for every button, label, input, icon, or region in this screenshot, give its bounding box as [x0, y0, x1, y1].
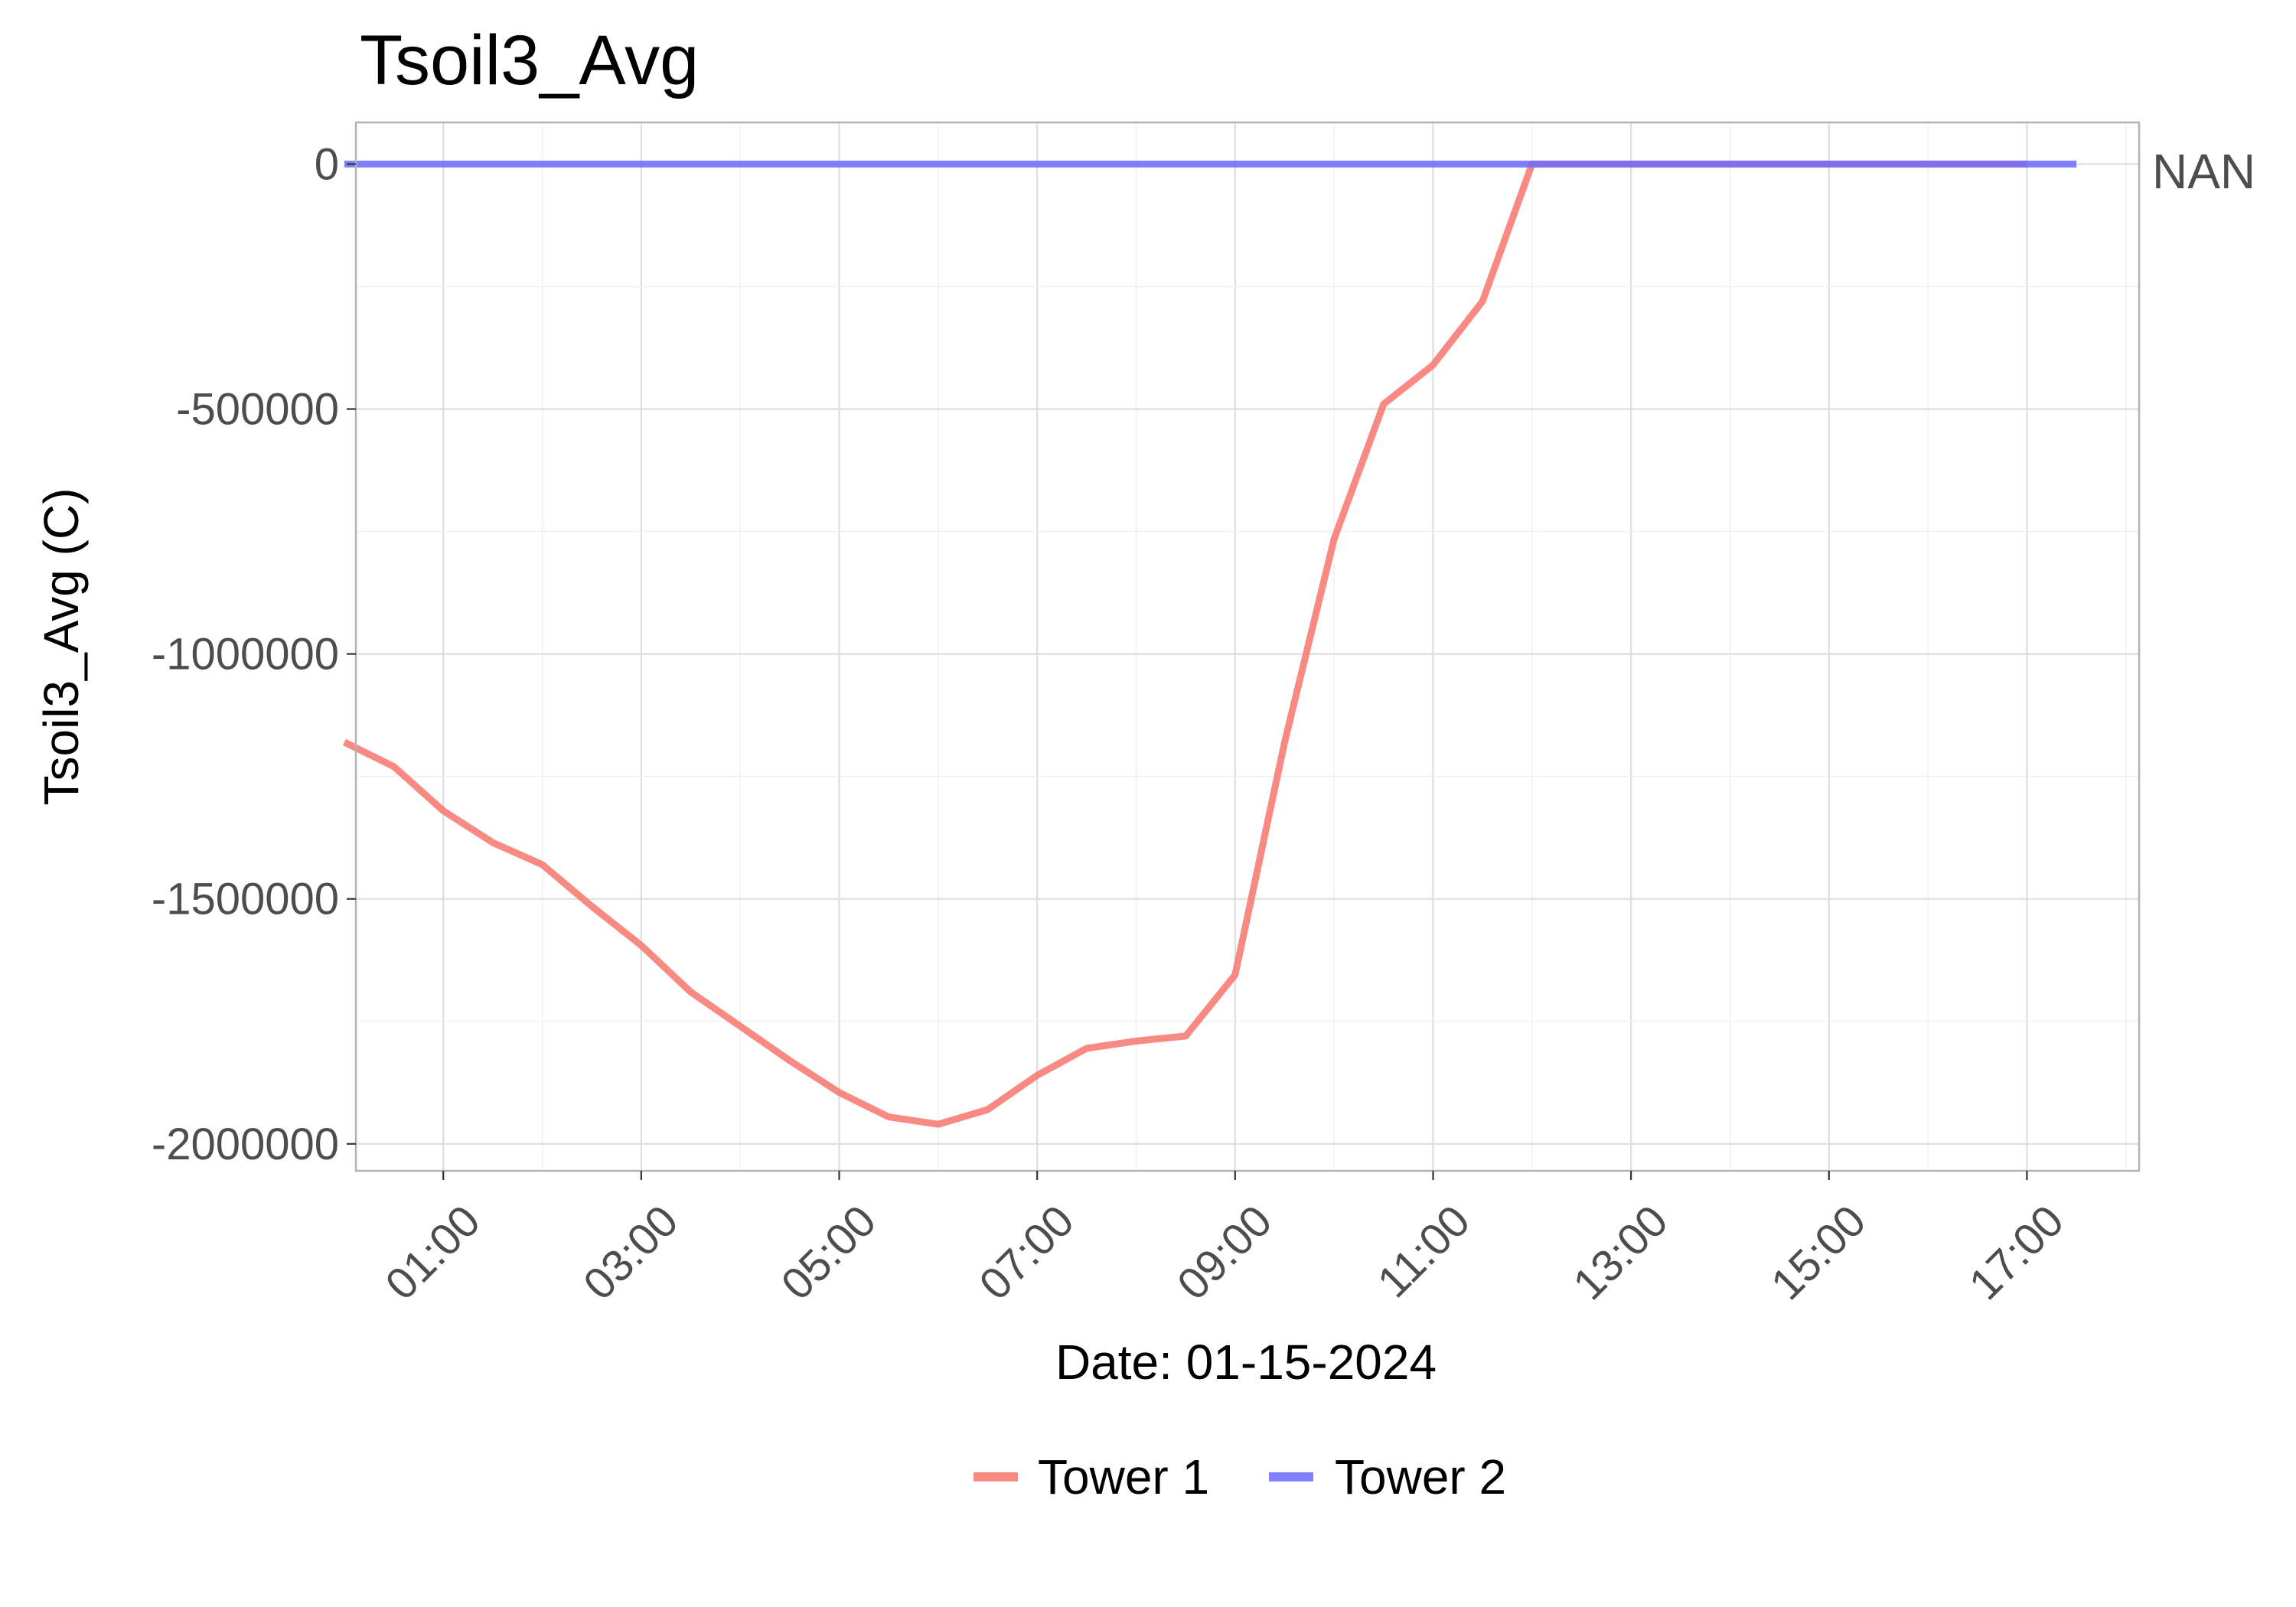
x-tick-label: 05:00: [772, 1196, 886, 1310]
x-tick-label: 09:00: [1168, 1196, 1282, 1310]
x-tick-label: 17:00: [1959, 1196, 2073, 1310]
y-tick-label: -1000000: [152, 630, 339, 680]
secondary-axis-label: NAN: [2152, 144, 2255, 199]
series-line-tower-1: [342, 160, 2027, 1128]
y-axis-ticks: 0 -500000 -1000000 -1500000 -2000000: [152, 139, 356, 1169]
x-tick-label: 03:00: [574, 1196, 688, 1310]
series-lines: [342, 160, 2077, 1128]
y-tick-label: -500000: [176, 385, 339, 435]
plot-panel-border: [354, 121, 2141, 1172]
y-tick-label: -1500000: [152, 875, 339, 924]
y-tick-label: -2000000: [152, 1120, 339, 1169]
x-tick-label: 11:00: [1368, 1196, 1480, 1308]
legend-label-tower-1: Tower 1: [1038, 1449, 1209, 1504]
x-tick-label: 01:00: [376, 1196, 490, 1310]
x-axis-title: Date: 01-15-2024: [1055, 1335, 1437, 1390]
grid: [356, 122, 2139, 1171]
chart-title: Tsoil3_Avg: [360, 21, 699, 99]
x-tick-label: 15:00: [1762, 1196, 1876, 1310]
y-axis-title: Tsoil3_Avg (C): [34, 488, 89, 806]
x-axis-ticks: 01:00 03:00 05:00 07:00 09:00 11:00 13:00 15:00…: [376, 1171, 2073, 1309]
x-tick-label: 07:00: [970, 1196, 1084, 1310]
legend: Tower 1 Tower 2: [974, 1449, 1506, 1504]
legend-label-tower-2: Tower 2: [1335, 1449, 1506, 1504]
x-tick-label: 13:00: [1564, 1196, 1678, 1310]
y-tick-label: 0: [315, 139, 339, 189]
